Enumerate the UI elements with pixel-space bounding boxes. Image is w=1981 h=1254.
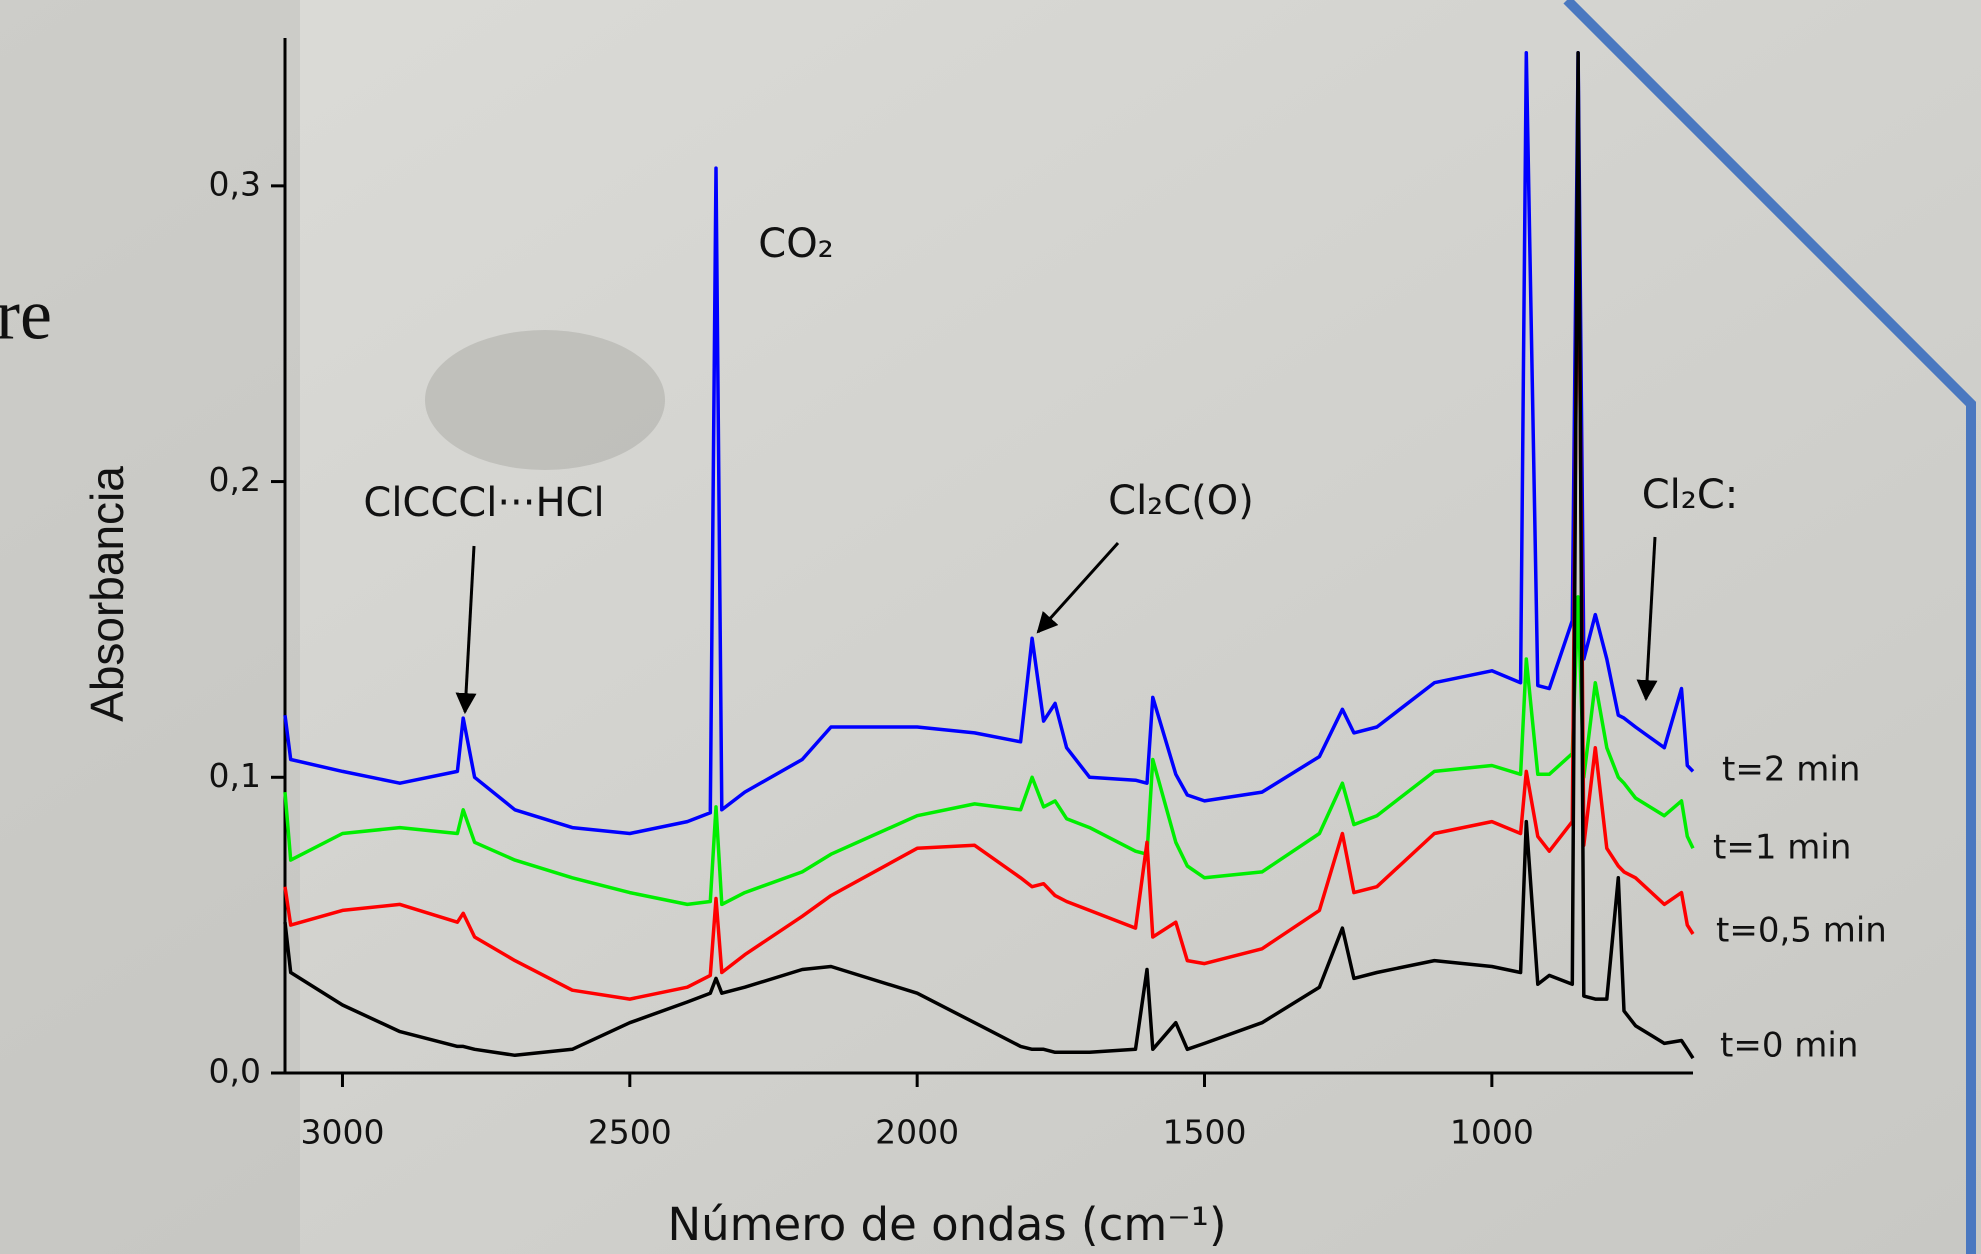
annotation: Cl₂C(O) — [1108, 478, 1254, 524]
annotation: ClCCCl···HCl — [363, 480, 604, 526]
series-label: t=2 min — [1722, 750, 1860, 790]
series-label: t=0 min — [1720, 1026, 1858, 1066]
series-label: t=0,5 min — [1716, 911, 1887, 951]
y-tick-label: 0,2 — [209, 460, 261, 499]
x-tick-label: 3000 — [300, 1113, 384, 1152]
x-tick-label: 1500 — [1163, 1113, 1247, 1152]
annotation: Cl₂C: — [1642, 472, 1738, 518]
y-tick-label: 0,0 — [209, 1052, 261, 1091]
x-tick-label: 2000 — [875, 1113, 959, 1152]
x-tick-label: 1000 — [1450, 1113, 1534, 1152]
y-tick-label: 0,1 — [209, 756, 261, 795]
background-shape — [425, 330, 665, 470]
x-tick-label: 2500 — [588, 1113, 672, 1152]
series-label: t=1 min — [1713, 828, 1851, 868]
chart: re Número de ondas (cm⁻¹) Absorbancia 0,… — [0, 0, 1981, 1254]
annotation: CO₂ — [758, 221, 833, 267]
x-axis-label: Número de ondas (cm⁻¹) — [667, 1198, 1226, 1251]
y-axis-label: Absorbancia — [81, 466, 133, 722]
y-tick-label: 0,3 — [209, 164, 261, 203]
background-text: re — [0, 275, 52, 355]
